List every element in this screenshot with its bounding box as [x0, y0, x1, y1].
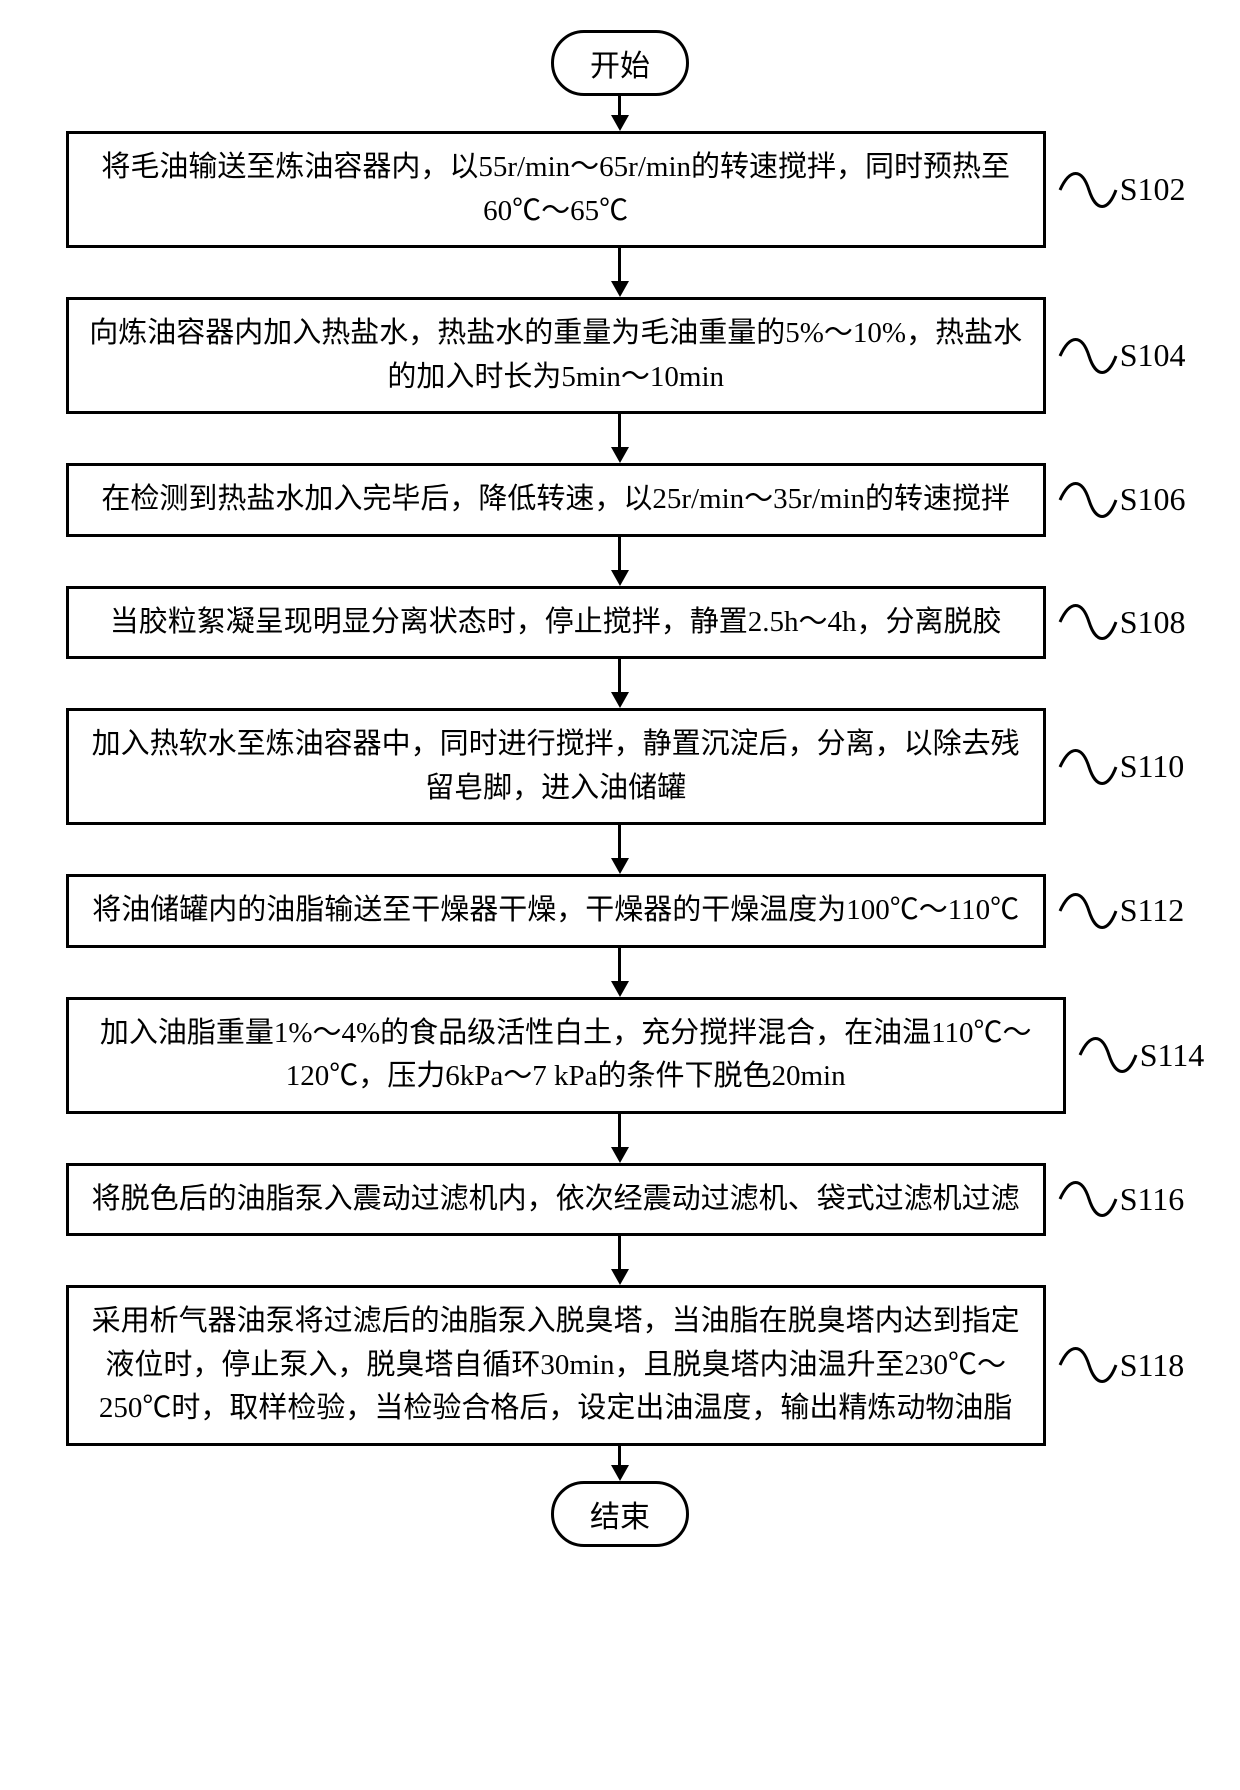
wave-connector-icon	[1058, 886, 1118, 936]
step-label-S116: S116	[1120, 1181, 1185, 1218]
step-label-S102: S102	[1120, 171, 1186, 208]
step-row: 将毛油输送至炼油容器内，以55r/min～65r/min的转速搅拌，同时预热至6…	[36, 131, 1205, 248]
wave-connector-icon	[1058, 331, 1118, 381]
wave-connector-icon	[1058, 742, 1118, 792]
step-connector: S112	[1058, 886, 1185, 936]
step-box-S106: 在检测到热盐水加入完毕后，降低转速，以25r/min～35r/min的转速搅拌	[66, 463, 1046, 537]
wave-connector-icon	[1058, 165, 1118, 215]
step-row: 当胶粒絮凝呈现明显分离状态时，停止搅拌，静置2.5h～4h，分离脱胶 S108	[36, 586, 1205, 660]
step-row: 加入热软水至炼油容器中，同时进行搅拌，静置沉淀后，分离，以除去残留皂脚，进入油储…	[36, 708, 1205, 825]
wave-connector-icon	[1058, 597, 1118, 647]
step-box-S108: 当胶粒絮凝呈现明显分离状态时，停止搅拌，静置2.5h～4h，分离脱胶	[66, 586, 1046, 660]
step-text: 将脱色后的油脂泵入震动过滤机内，依次经震动过滤机、袋式过滤机过滤	[92, 1183, 1020, 1215]
step-text: 向炼油容器内加入热盐水，热盐水的重量为毛油重量的5%～10%，热盐水的加入时长为…	[89, 317, 1022, 393]
step-connector: S102	[1058, 165, 1186, 215]
step-box-S110: 加入热软水至炼油容器中，同时进行搅拌，静置沉淀后，分离，以除去残留皂脚，进入油储…	[66, 708, 1046, 825]
steps-host: 将毛油输送至炼油容器内，以55r/min～65r/min的转速搅拌，同时预热至6…	[36, 96, 1205, 1481]
start-label: 开始	[590, 50, 650, 83]
step-connector: S108	[1058, 597, 1186, 647]
step-label-S114: S114	[1140, 1037, 1205, 1074]
step-connector: S118	[1058, 1340, 1185, 1390]
arrow-down	[36, 948, 1205, 997]
step-label-S118: S118	[1120, 1347, 1185, 1384]
step-text: 采用析气器油泵将过滤后的油脂泵入脱臭塔，当油脂在脱臭塔内达到指定液位时，停止泵入…	[92, 1305, 1020, 1424]
step-row: 在检测到热盐水加入完毕后，降低转速，以25r/min～35r/min的转速搅拌 S…	[36, 463, 1205, 537]
step-text: 加入热软水至炼油容器中，同时进行搅拌，静置沉淀后，分离，以除去残留皂脚，进入油储…	[92, 728, 1020, 804]
step-label-S104: S104	[1120, 337, 1186, 374]
step-box-S112: 将油储罐内的油脂输送至干燥器干燥，干燥器的干燥温度为100℃～110℃	[66, 874, 1046, 948]
step-connector: S106	[1058, 475, 1186, 525]
step-connector: S114	[1078, 1030, 1205, 1080]
step-row: 向炼油容器内加入热盐水，热盐水的重量为毛油重量的5%～10%，热盐水的加入时长为…	[36, 297, 1205, 414]
arrow-down	[36, 248, 1205, 297]
step-text: 在检测到热盐水加入完毕后，降低转速，以25r/min～35r/min的转速搅拌	[101, 483, 1010, 515]
end-terminal: 结束	[551, 1481, 689, 1547]
step-box-S104: 向炼油容器内加入热盐水，热盐水的重量为毛油重量的5%～10%，热盐水的加入时长为…	[66, 297, 1046, 414]
step-connector: S110	[1058, 742, 1185, 792]
wave-connector-icon	[1058, 475, 1118, 525]
flowchart-container: 开始 将毛油输送至炼油容器内，以55r/min～65r/min的转速搅拌，同时预…	[20, 30, 1220, 1547]
step-row: 加入油脂重量1%～4%的食品级活性白土，充分搅拌混合，在油温110℃～120℃，…	[36, 997, 1205, 1114]
step-text: 当胶粒絮凝呈现明显分离状态时，停止搅拌，静置2.5h～4h，分离脱胶	[110, 606, 1002, 638]
arrow-down	[36, 1236, 1205, 1285]
step-box-S102: 将毛油输送至炼油容器内，以55r/min～65r/min的转速搅拌，同时预热至6…	[66, 131, 1046, 248]
arrow-down	[36, 1114, 1205, 1163]
step-text: 加入油脂重量1%～4%的食品级活性白土，充分搅拌混合，在油温110℃～120℃，…	[100, 1017, 1032, 1093]
step-label-S108: S108	[1120, 604, 1186, 641]
arrow-down	[36, 414, 1205, 463]
wave-connector-icon	[1058, 1174, 1118, 1224]
wave-connector-icon	[1058, 1340, 1118, 1390]
start-terminal: 开始	[551, 30, 689, 96]
step-row: 将油储罐内的油脂输送至干燥器干燥，干燥器的干燥温度为100℃～110℃ S112	[36, 874, 1205, 948]
step-text: 将毛油输送至炼油容器内，以55r/min～65r/min的转速搅拌，同时预热至6…	[101, 151, 1010, 227]
arrow-down	[36, 659, 1205, 708]
step-row: 将脱色后的油脂泵入震动过滤机内，依次经震动过滤机、袋式过滤机过滤 S116	[36, 1163, 1205, 1237]
arrow-down	[36, 96, 1205, 131]
step-row: 采用析气器油泵将过滤后的油脂泵入脱臭塔，当油脂在脱臭塔内达到指定液位时，停止泵入…	[36, 1285, 1205, 1446]
step-connector: S116	[1058, 1174, 1185, 1224]
step-connector: S104	[1058, 331, 1186, 381]
step-label-S106: S106	[1120, 481, 1186, 518]
step-box-S118: 采用析气器油泵将过滤后的油脂泵入脱臭塔，当油脂在脱臭塔内达到指定液位时，停止泵入…	[66, 1285, 1046, 1446]
step-label-S110: S110	[1120, 748, 1185, 785]
step-box-S116: 将脱色后的油脂泵入震动过滤机内，依次经震动过滤机、袋式过滤机过滤	[66, 1163, 1046, 1237]
wave-connector-icon	[1078, 1030, 1138, 1080]
arrow-down	[36, 1446, 1205, 1481]
end-label: 结束	[590, 1501, 650, 1534]
arrow-down	[36, 825, 1205, 874]
step-text: 将油储罐内的油脂输送至干燥器干燥，干燥器的干燥温度为100℃～110℃	[92, 894, 1019, 926]
arrow-down	[36, 537, 1205, 586]
step-label-S112: S112	[1120, 892, 1185, 929]
step-box-S114: 加入油脂重量1%～4%的食品级活性白土，充分搅拌混合，在油温110℃～120℃，…	[66, 997, 1066, 1114]
